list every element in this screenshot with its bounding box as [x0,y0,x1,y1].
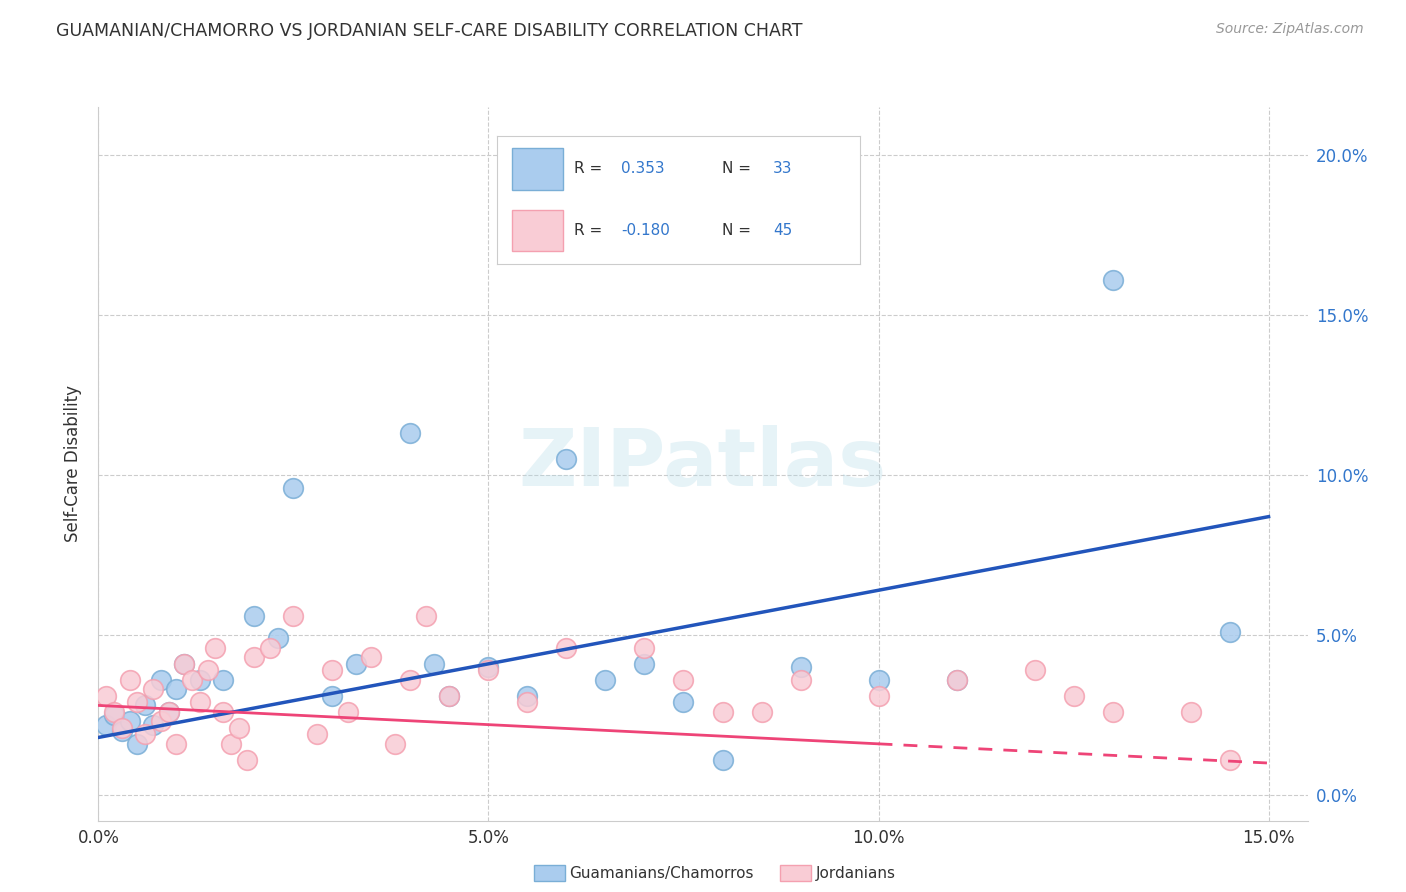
Point [945,673,967,687]
Y-axis label: Self-Care Disability: Self-Care Disability [65,385,83,542]
Point [228,721,250,735]
Point [212,705,235,719]
Text: GUAMANIAN/CHAMORRO VS JORDANIAN SELF-CARE DISABILITY CORRELATION CHART: GUAMANIAN/CHAMORRO VS JORDANIAN SELF-CAR… [56,22,803,40]
Point [1101,273,1123,287]
Point [188,695,211,709]
Point [149,714,172,729]
Text: Jordanians: Jordanians [815,866,896,880]
Text: Source: ZipAtlas.com: Source: ZipAtlas.com [1216,22,1364,37]
Point [96,717,118,731]
Point [321,663,343,677]
Point [243,608,266,623]
Point [197,663,219,677]
Point [118,714,141,729]
Point [633,657,655,671]
Point [165,682,187,697]
Point [157,705,180,719]
Point [103,708,125,723]
Point [267,632,290,646]
Point [672,673,695,687]
Point [1101,705,1123,719]
Point [111,724,134,739]
Text: ZIPatlas: ZIPatlas [519,425,887,503]
Point [439,689,461,703]
Point [633,640,655,655]
Point [96,689,118,703]
Point [423,657,446,671]
Point [127,695,149,709]
Point [477,660,499,674]
Point [751,705,773,719]
Point [360,650,382,665]
Point [188,673,211,687]
Point [127,737,149,751]
Point [118,673,141,687]
Point [259,640,281,655]
Point [344,657,367,671]
Point [212,673,235,687]
Point [111,721,134,735]
Point [305,727,328,741]
Point [868,673,890,687]
Point [672,695,695,709]
Point [321,689,343,703]
Point [165,737,187,751]
Point [283,608,305,623]
Text: Guamanians/Chamorros: Guamanians/Chamorros [569,866,754,880]
Point [711,705,734,719]
Point [142,682,165,697]
Point [711,753,734,767]
Point [204,640,226,655]
Point [134,698,156,713]
Point [399,426,422,441]
Point [149,673,172,687]
Point [555,640,578,655]
Point [789,660,811,674]
Point [1063,689,1085,703]
Point [439,689,461,703]
Point [157,705,180,719]
Point [384,737,406,751]
Point [173,657,195,671]
Point [235,753,257,767]
Point [219,737,242,751]
Point [399,673,422,687]
Point [103,705,125,719]
Point [415,608,437,623]
Point [516,689,538,703]
Point [283,481,305,495]
Point [868,689,890,703]
Point [555,452,578,467]
Point [1219,753,1241,767]
Point [1180,705,1202,719]
Point [181,673,204,687]
Point [945,673,967,687]
Point [595,673,617,687]
Point [337,705,360,719]
Point [134,727,156,741]
Point [142,717,165,731]
Point [789,673,811,687]
Point [173,657,195,671]
Point [1024,663,1046,677]
Point [477,663,499,677]
Point [516,695,538,709]
Point [1219,624,1241,639]
Point [243,650,266,665]
